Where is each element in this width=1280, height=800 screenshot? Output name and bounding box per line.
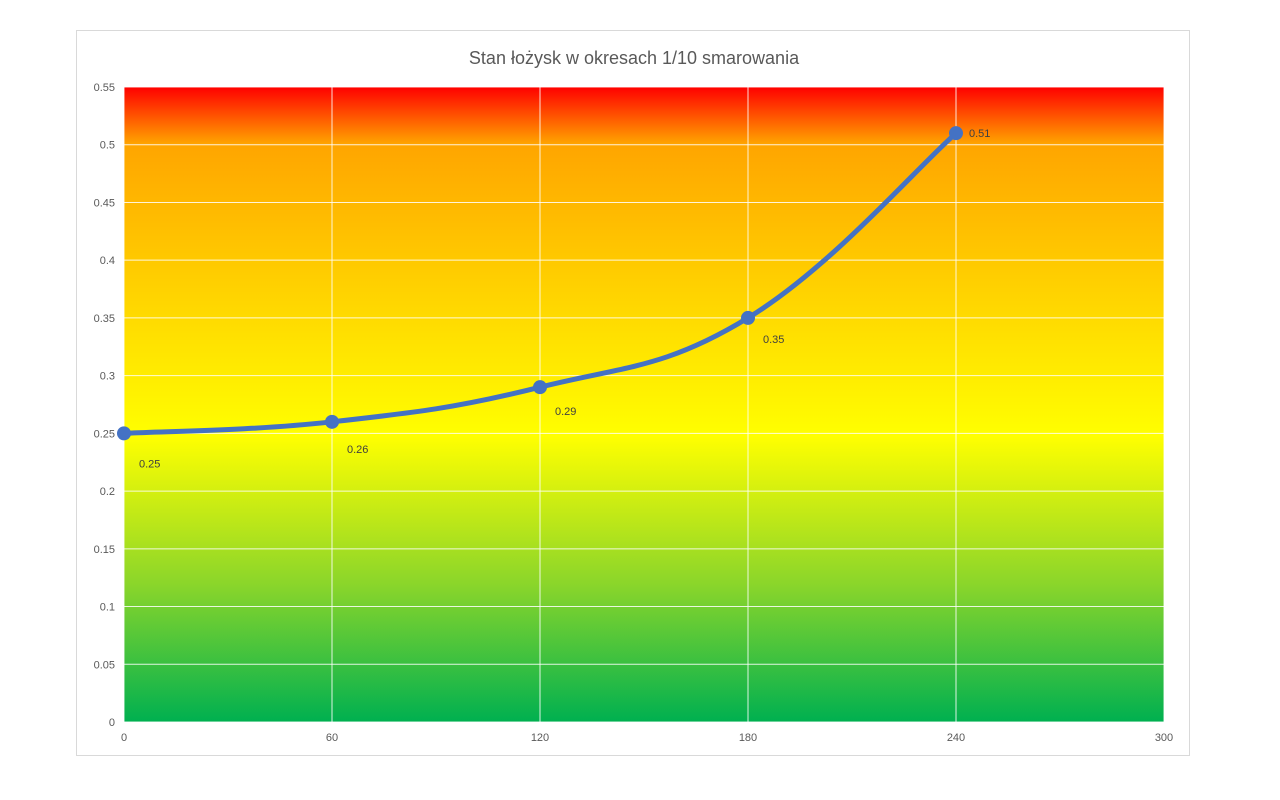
- data-point: [325, 414, 339, 429]
- y-tick-label: 0.05: [94, 659, 115, 671]
- y-tick-label: 0: [109, 717, 115, 729]
- y-tick-label: 0.4: [100, 255, 115, 267]
- data-point: [533, 380, 547, 395]
- series-line-group: [117, 126, 963, 441]
- y-tick-label: 0.3: [100, 371, 115, 383]
- x-tick-label: 300: [1155, 732, 1173, 744]
- data-label: 0.35: [763, 334, 784, 346]
- x-axis: 0 60 120 180 240 300: [121, 732, 1173, 744]
- x-tick-label: 240: [947, 732, 965, 744]
- y-tick-label: 0.45: [94, 197, 115, 209]
- data-point: [117, 426, 131, 441]
- y-tick-label: 0.25: [94, 428, 115, 440]
- y-tick-label: 0.5: [100, 140, 115, 152]
- y-tick-label: 0.15: [94, 544, 115, 556]
- y-axis: 0 0.05 0.1 0.15 0.2 0.25 0.3 0.35 0.4 0.45 0.5 0.55: [94, 82, 115, 729]
- data-label: 0.26: [347, 444, 368, 456]
- line-chart: Stan łożysk w okresach 1/10 smarowania 0…: [94, 48, 1174, 744]
- x-tick-label: 0: [121, 732, 127, 744]
- y-tick-label: 0.2: [100, 486, 115, 498]
- x-tick-label: 120: [531, 732, 549, 744]
- data-label: 0.25: [139, 458, 160, 470]
- x-tick-label: 180: [739, 732, 757, 744]
- plot-area: [124, 87, 1164, 722]
- data-point: [741, 310, 755, 325]
- gridlines: [123, 86, 1165, 723]
- y-tick-label: 0.35: [94, 313, 115, 325]
- chart-title: Stan łożysk w okresach 1/10 smarowania: [469, 48, 800, 68]
- data-label: 0.29: [555, 406, 576, 418]
- data-label: 0.51: [969, 128, 990, 140]
- chart-container: Stan łożysk w okresach 1/10 smarowania 0…: [76, 30, 1190, 756]
- data-point: [949, 126, 963, 141]
- x-tick-label: 60: [326, 732, 338, 744]
- data-labels: 0.25 0.26 0.29 0.35 0.51: [139, 128, 990, 470]
- y-tick-label: 0.1: [100, 602, 115, 614]
- y-tick-label: 0.55: [94, 82, 115, 94]
